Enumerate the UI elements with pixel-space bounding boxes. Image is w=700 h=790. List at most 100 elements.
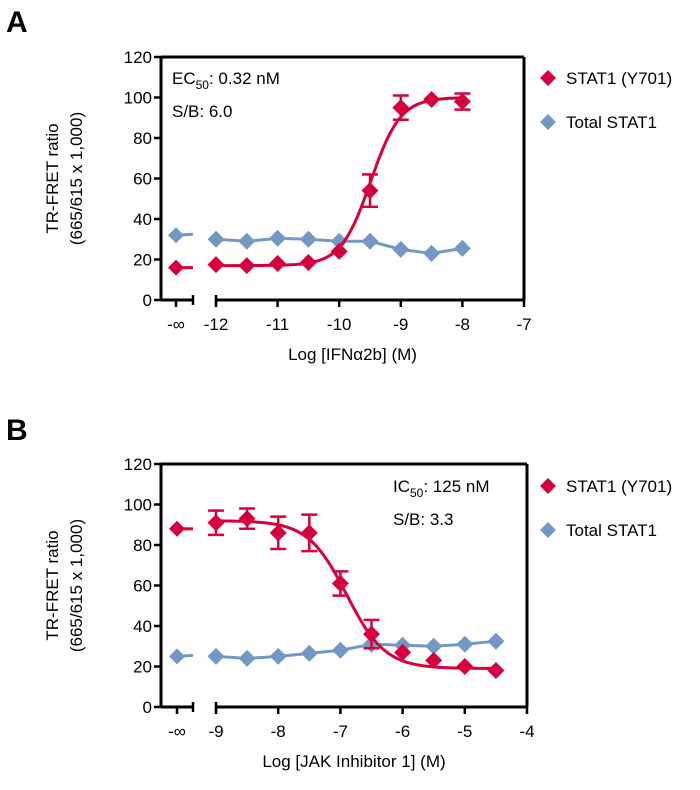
x-tick-label: -9	[208, 722, 223, 741]
data-point	[331, 574, 349, 592]
series-stat1-y701	[169, 507, 505, 680]
data-point	[453, 93, 471, 111]
legend-marker	[540, 522, 556, 538]
y-tick-label: 60	[133, 577, 152, 596]
x-tick-label: -8	[271, 722, 286, 741]
signal-background-annotation: S/B: 6.0	[172, 102, 232, 121]
y-tick-label: 100	[124, 89, 152, 108]
data-point	[207, 230, 225, 248]
data-point	[394, 643, 412, 661]
x-tick-label: -11	[266, 315, 289, 334]
data-point	[423, 91, 441, 109]
data-point	[453, 239, 471, 257]
y-tick-label: 40	[133, 617, 152, 636]
chart-panel-a: A 0 20 40 60 80 100 120 -∞ -12 -11 -10 -9 -8 -7 Log [IF…	[6, 6, 672, 364]
signal-background-annotation: S/B: 3.3	[393, 510, 453, 529]
data-point	[330, 242, 348, 260]
y-tick-label: 60	[133, 170, 152, 189]
x-tick-label: -10	[327, 315, 352, 334]
data-point	[361, 182, 379, 200]
x-tick-label: -9	[393, 315, 408, 334]
y-axis-label: TR-FRET ratio	[43, 530, 62, 640]
data-point-neg-inf	[169, 648, 185, 665]
data-point	[392, 240, 410, 258]
series-total-stat1	[169, 632, 505, 667]
data-point	[392, 99, 410, 117]
annotation-subscript: 50	[410, 486, 424, 500]
y-tick-label: 80	[133, 536, 152, 555]
y-tick-label: 100	[124, 496, 152, 515]
y-axis-label-units: (665/615 x 1,000)	[67, 112, 86, 245]
annotation-prefix: IC	[393, 477, 410, 496]
data-point	[238, 257, 256, 275]
data-point	[330, 232, 348, 250]
data-point	[299, 254, 317, 272]
panel-letter: A	[6, 6, 28, 39]
x-tick-label: -6	[395, 722, 410, 741]
data-point	[425, 637, 443, 655]
data-point	[238, 232, 256, 250]
y-axis-label: TR-FRET ratio	[43, 123, 62, 233]
x-tick-label: -12	[204, 315, 229, 334]
data-point	[207, 514, 225, 532]
data-point	[269, 524, 287, 542]
data-point	[238, 649, 256, 667]
y-tick-label: 120	[124, 48, 152, 67]
x-tick-label: -5	[457, 722, 472, 741]
data-point	[207, 647, 225, 665]
data-point-neg-inf	[168, 227, 184, 244]
x-tick-label: -8	[455, 315, 470, 334]
data-point	[487, 632, 505, 650]
series-total-stat1	[168, 227, 471, 262]
data-point-neg-inf	[169, 520, 185, 537]
series-stat1-y701	[168, 91, 471, 276]
data-point	[300, 524, 318, 542]
data-point	[361, 232, 379, 250]
data-point	[269, 229, 287, 247]
y-tick-label: 20	[133, 658, 152, 677]
series-line	[215, 639, 497, 660]
data-point	[423, 244, 441, 262]
x-tick-label: -7	[333, 722, 348, 741]
data-point	[363, 625, 380, 643]
legend-label: Total STAT1	[566, 521, 657, 540]
data-point	[487, 662, 505, 680]
annotation-subscript: 50	[196, 78, 210, 92]
fit-curve	[216, 519, 496, 670]
panel-letter: B	[6, 414, 28, 447]
data-point	[269, 647, 287, 665]
data-point	[331, 641, 349, 659]
annotation-prefix: EC	[172, 69, 196, 88]
x-axis-label: Log [IFNα2b] (M)	[288, 345, 417, 364]
y-tick-label: 0	[143, 291, 152, 310]
data-point	[269, 255, 287, 273]
x-tick-label-neg-inf: -∞	[167, 315, 185, 334]
chart-panel-b: B 0 20 40 60 80 100 120 -∞ -9 -8 -7 -6 -5 -4 Log [JAK I…	[6, 414, 672, 771]
data-point	[238, 510, 256, 528]
x-tick-label: -4	[519, 722, 534, 741]
y-tick-label: 80	[133, 129, 152, 148]
legend-marker	[540, 114, 556, 130]
y-axis-label-units: (665/615 x 1,000)	[67, 519, 86, 652]
x-tick-label: -7	[516, 315, 531, 334]
legend-marker	[540, 70, 556, 86]
data-point	[300, 644, 318, 662]
data-point	[299, 230, 317, 248]
legend-marker	[540, 478, 556, 494]
legend-label: Total STAT1	[566, 113, 657, 132]
data-point	[207, 256, 225, 274]
y-tick-label: 0	[143, 698, 152, 717]
annotation-value: : 0.32 nM	[209, 69, 280, 88]
y-tick-label: 40	[133, 210, 152, 229]
y-tick-label: 20	[133, 251, 152, 270]
annotation-value: : 125 nM	[423, 477, 489, 496]
data-point	[456, 635, 474, 653]
y-tick-label: 120	[124, 455, 152, 474]
potency-annotation: IC50: 125 nM	[393, 477, 490, 500]
data-point-neg-inf	[168, 259, 184, 276]
x-axis-label: Log [JAK Inhibitor 1] (M)	[262, 752, 445, 771]
data-point	[456, 658, 474, 675]
legend-label: STAT1 (Y701)	[566, 69, 672, 88]
data-point	[425, 651, 443, 669]
